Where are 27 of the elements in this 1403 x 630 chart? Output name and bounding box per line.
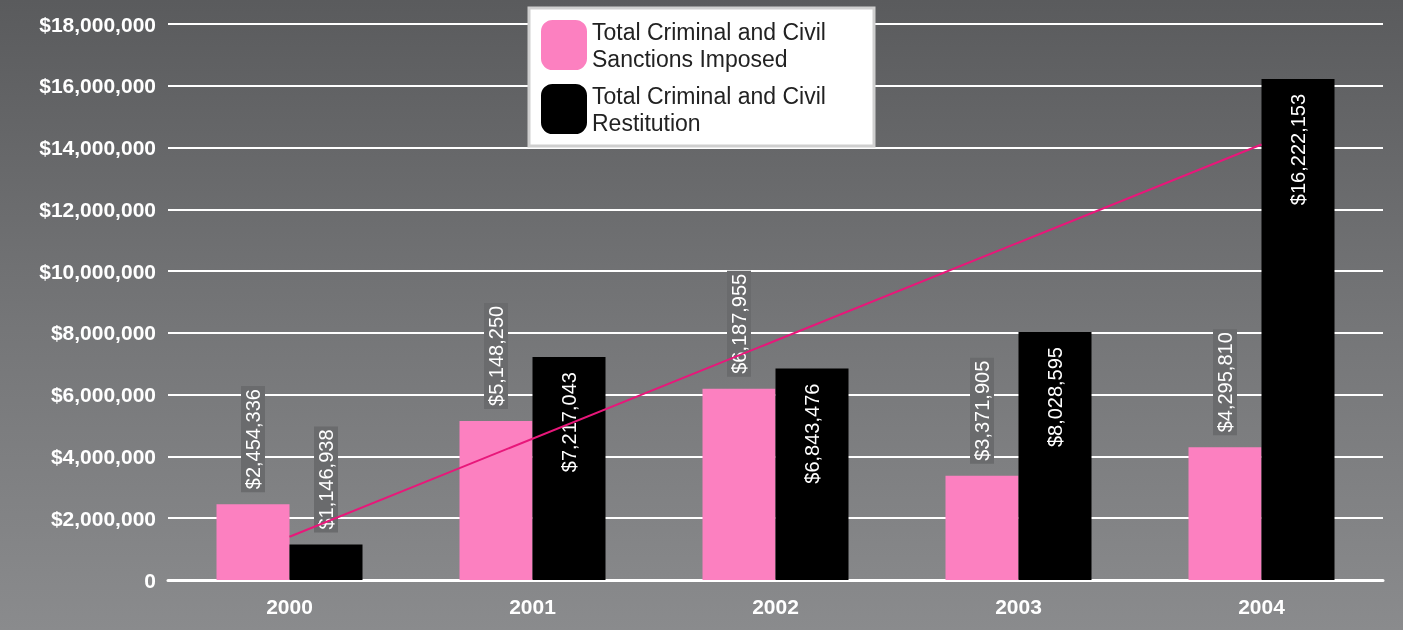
data-label: $6,843,476: [801, 383, 823, 484]
y-tick-label: $14,000,000: [39, 136, 156, 160]
y-tick-label: $4,000,000: [50, 444, 156, 468]
y-tick-label: $6,000,000: [50, 383, 156, 407]
y-tick-label: $12,000,000: [39, 197, 156, 221]
y-tick-label: $2,000,000: [50, 506, 156, 530]
y-tick-label: $18,000,000: [39, 12, 156, 36]
y-tick-label: $10,000,000: [39, 259, 156, 283]
data-label: $1,146,938: [315, 429, 337, 530]
data-label: $6,187,955: [728, 273, 750, 374]
x-tick-label: 2000: [266, 595, 313, 618]
y-tick-label: $8,000,000: [50, 321, 156, 345]
legend-label: Total Criminal and Civil Sanctions Imposed: [592, 18, 833, 72]
data-label: $4,295,810: [1214, 332, 1236, 433]
y-tick-label: 0: [144, 568, 156, 592]
x-tick-label: 2004: [1238, 595, 1286, 618]
data-label: $2,454,336: [242, 389, 264, 490]
data-label: $7,217,043: [558, 372, 580, 473]
x-tick-label: 2002: [752, 595, 799, 618]
legend-label: Total Criminal and Civil Restitution: [592, 82, 833, 136]
x-tick-label: 2003: [995, 595, 1042, 618]
data-label: $8,028,595: [1044, 347, 1066, 448]
data-label: $3,371,905: [971, 360, 993, 461]
data-label: $5,148,250: [485, 305, 507, 406]
data-label: $16,222,153: [1287, 93, 1309, 206]
x-tick-label: 2001: [509, 595, 557, 618]
y-tick-label: $16,000,000: [39, 74, 156, 98]
